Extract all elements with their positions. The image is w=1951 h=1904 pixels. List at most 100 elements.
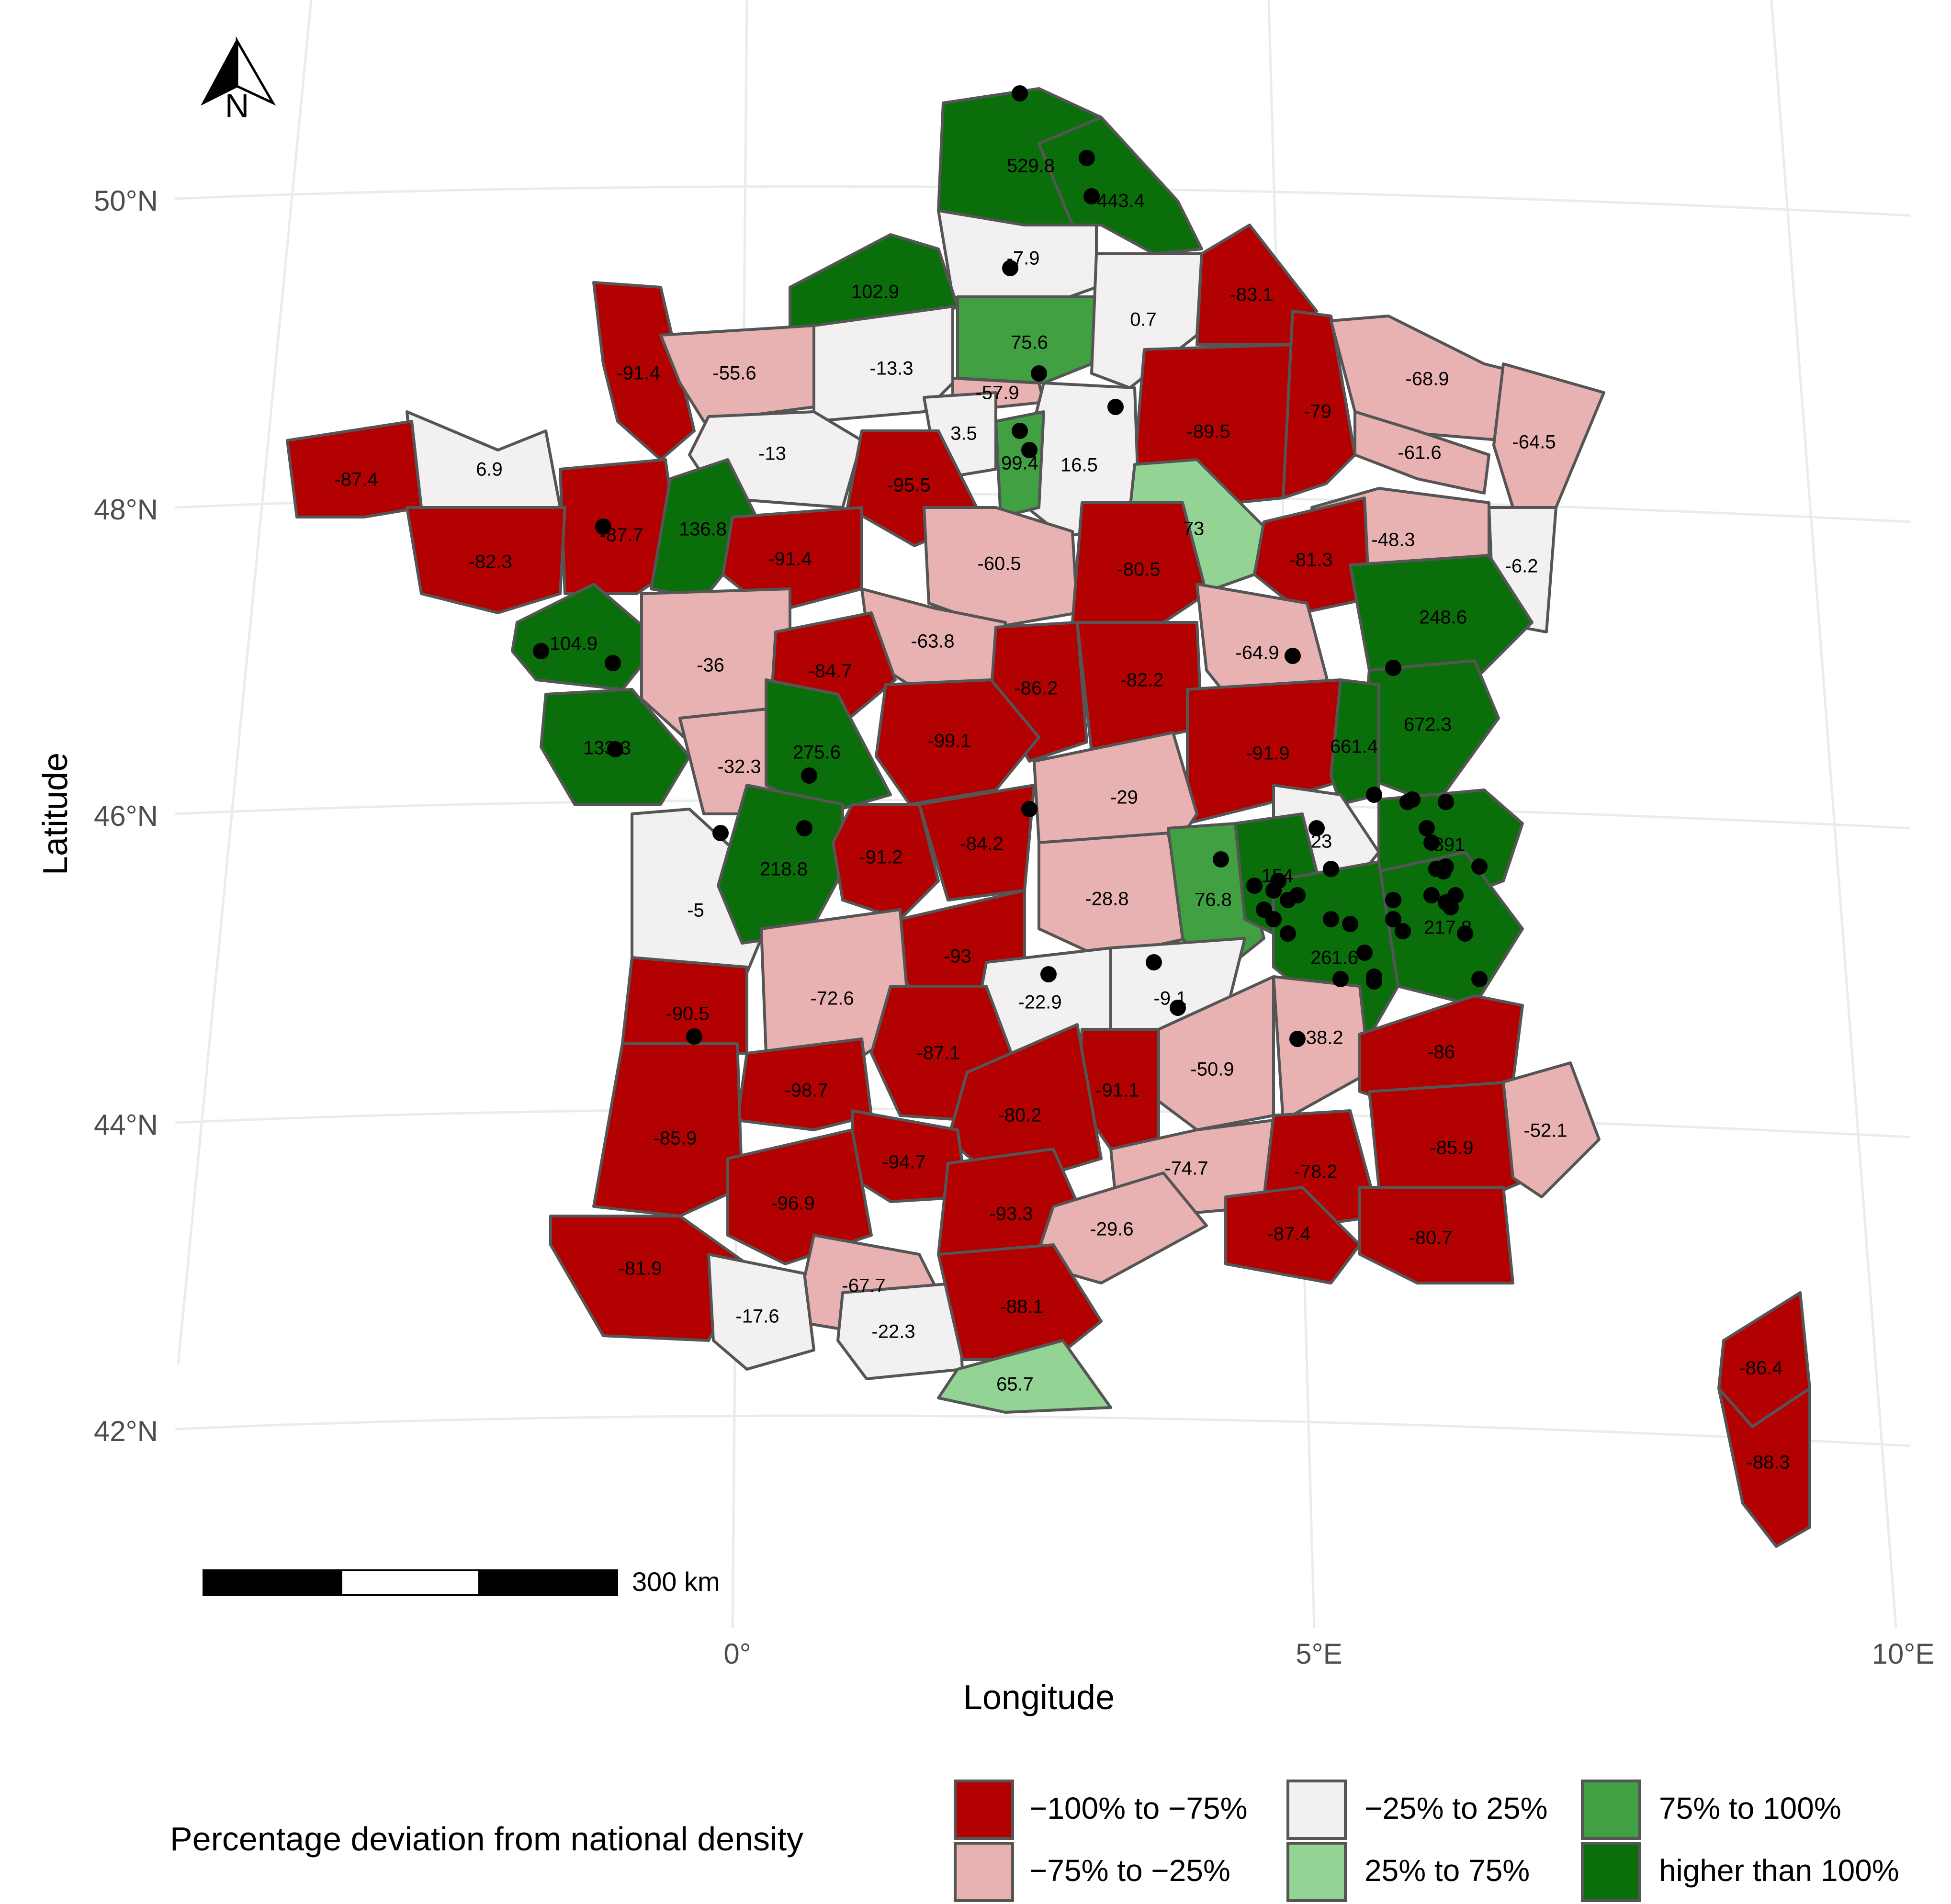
department-value-label: 0.7 xyxy=(1130,309,1157,330)
department-value-label: -79 xyxy=(1304,401,1331,422)
department-value-label: -81.3 xyxy=(1289,550,1332,571)
department-value-label: -36 xyxy=(697,655,724,676)
department-value-label: -81.9 xyxy=(618,1258,662,1279)
department-value-label: -32.3 xyxy=(717,756,761,777)
department-region xyxy=(1253,496,1371,614)
department-region xyxy=(1502,1061,1601,1198)
location-point xyxy=(595,518,611,535)
legend-item: −100% to −75% xyxy=(954,1780,1247,1840)
department-value-label: -17.6 xyxy=(735,1306,779,1327)
department-value-label: -5 xyxy=(687,900,704,921)
scale-bar-label: 300 km xyxy=(632,1566,720,1597)
department-value-label: -86.4 xyxy=(1739,1358,1782,1379)
department-value-label: -29.6 xyxy=(1090,1219,1133,1240)
north-arrow: N xyxy=(201,36,276,124)
department-value-label: 76.8 xyxy=(1195,890,1232,911)
location-point xyxy=(1395,923,1411,939)
department-value-label: 248.6 xyxy=(1419,607,1467,628)
department-value-label: -87.4 xyxy=(334,469,378,490)
department-value-label: -91.2 xyxy=(859,847,902,868)
department-value-label: 65.7 xyxy=(996,1374,1034,1395)
department-value-label: -48.3 xyxy=(1371,530,1415,551)
location-point xyxy=(1280,892,1296,908)
department-value-label: 672.3 xyxy=(1404,714,1452,735)
department-region xyxy=(707,1253,815,1371)
location-point xyxy=(1342,916,1358,932)
department-region xyxy=(994,410,1045,518)
y-tick-label: 48°N xyxy=(94,494,158,526)
location-point xyxy=(1332,971,1349,987)
location-point xyxy=(1083,188,1100,204)
point-layer xyxy=(533,85,1488,1047)
department-value-label: -22.9 xyxy=(1018,992,1061,1013)
y-tick-label: 46°N xyxy=(94,800,158,832)
department-value-label: -29 xyxy=(1110,787,1138,808)
department-value-label: -98.7 xyxy=(784,1080,828,1101)
department-value-label: -91.9 xyxy=(1246,743,1289,764)
location-point xyxy=(1457,925,1473,942)
department-region xyxy=(1071,501,1208,633)
department-value-label: -52.1 xyxy=(1523,1120,1567,1141)
legend-label: 25% to 75% xyxy=(1365,1853,1530,1888)
location-point xyxy=(1438,794,1454,810)
department-value-label: 218.8 xyxy=(760,859,808,880)
legend-swatch xyxy=(954,1842,1014,1902)
department-value-label: -95.5 xyxy=(887,475,930,496)
department-value-label: -63.8 xyxy=(911,631,954,652)
location-point xyxy=(607,741,623,757)
department-region xyxy=(937,1339,1112,1414)
department-region xyxy=(592,1042,744,1217)
location-point xyxy=(1471,971,1488,987)
legend: Percentage deviation from national densi… xyxy=(170,1780,1899,1902)
department-value-label: 73 xyxy=(1183,518,1205,540)
scale-bar-segment xyxy=(478,1569,618,1596)
location-point xyxy=(1356,945,1373,961)
legend-label: −25% to 25% xyxy=(1365,1791,1548,1825)
location-point xyxy=(533,643,549,659)
location-point xyxy=(712,825,729,841)
legend-swatch xyxy=(1581,1842,1641,1902)
department-region xyxy=(836,1282,964,1380)
location-point xyxy=(1366,969,1382,985)
department-value-label: -80.5 xyxy=(1116,559,1160,580)
location-point xyxy=(1107,399,1124,415)
y-tick-label: 50°N xyxy=(94,185,158,217)
department-value-label: -86 xyxy=(1427,1042,1455,1063)
department-value-label: -91.4 xyxy=(768,549,812,570)
department-value-label: -93 xyxy=(944,946,971,967)
location-point xyxy=(1423,887,1440,903)
department-region xyxy=(956,295,1098,384)
legend-swatch xyxy=(1581,1780,1641,1840)
department-value-label: -80.7 xyxy=(1409,1228,1452,1249)
y-tick-label: 44°N xyxy=(94,1109,158,1141)
department-value-label: -89.5 xyxy=(1186,421,1230,442)
scale-bar-segment xyxy=(340,1569,480,1596)
department-value-label: -86.2 xyxy=(1014,678,1058,699)
x-tick-label: 10°E xyxy=(1872,1638,1935,1670)
location-point xyxy=(1285,648,1301,664)
legend-item: −75% to −25% xyxy=(954,1842,1230,1902)
department-value-label: -38.2 xyxy=(1299,1027,1343,1048)
location-point xyxy=(1438,858,1454,875)
department-value-label: 136.8 xyxy=(679,519,727,540)
department-value-label: -94.7 xyxy=(882,1152,925,1173)
legend-label: −75% to −25% xyxy=(1029,1853,1230,1888)
location-point xyxy=(1308,820,1325,836)
legend-label: 75% to 100% xyxy=(1659,1791,1841,1825)
location-point xyxy=(605,655,621,671)
location-point xyxy=(1323,861,1339,877)
department-value-label: -13 xyxy=(758,443,786,464)
department-region xyxy=(760,908,911,1083)
legend-swatch xyxy=(954,1780,1014,1840)
location-point xyxy=(1385,911,1401,927)
location-point xyxy=(1213,851,1229,868)
department-value-label: 75.6 xyxy=(1011,332,1048,353)
department-value-label: -96.9 xyxy=(771,1193,814,1214)
legend-item: −25% to 25% xyxy=(1286,1780,1548,1840)
north-arrow-right-half xyxy=(236,36,276,106)
department-region xyxy=(1224,1186,1361,1284)
legend-label: higher than 100% xyxy=(1659,1853,1899,1888)
department-value-label: -85.9 xyxy=(1430,1138,1473,1159)
location-point xyxy=(1399,794,1416,810)
department-value-label: 133.3 xyxy=(583,738,631,759)
